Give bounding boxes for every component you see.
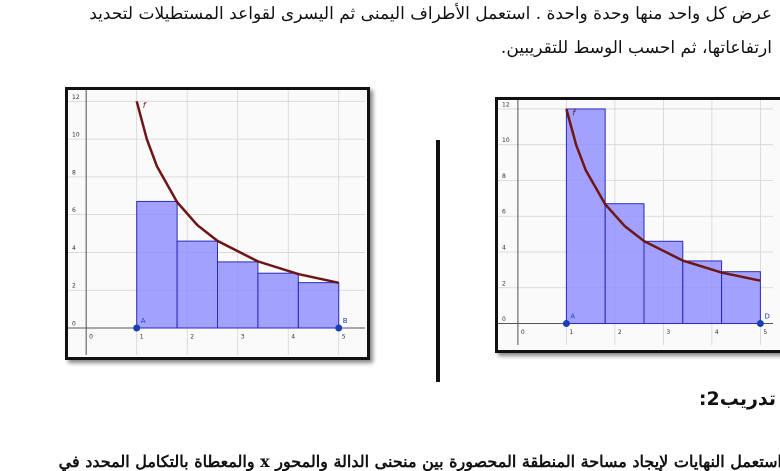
point: [756, 320, 764, 328]
point-label: B: [343, 317, 348, 325]
y-tick-label: 6: [72, 207, 76, 214]
y-tick-label: 0: [502, 316, 506, 323]
rectangle: [565, 108, 606, 325]
y-tick-label: 12: [502, 101, 510, 108]
rectangle: [297, 282, 340, 329]
y-tick-label: 10: [72, 132, 80, 139]
x-tick-label: 1: [140, 333, 144, 340]
x-tick-label: 5: [763, 329, 767, 336]
divider: [436, 140, 440, 382]
x-tick-label: 5: [342, 333, 346, 340]
rectangle: [604, 203, 645, 325]
x-tick-label: 1: [569, 329, 573, 336]
heading: تدريب2:: [698, 388, 776, 410]
point: [335, 324, 343, 332]
y-tick-label: 12: [72, 94, 80, 101]
rectangle: [136, 200, 178, 329]
point-label: A: [141, 317, 146, 325]
y-tick-label: 2: [502, 280, 506, 287]
curve: [565, 108, 761, 282]
rectangle: [257, 272, 299, 329]
x-tick-label: 0: [521, 329, 525, 336]
x-tick-label: 4: [291, 333, 295, 340]
x-tick-label: 0: [89, 333, 93, 340]
curve: [135, 100, 339, 285]
point: [133, 324, 141, 332]
point-label: D: [764, 313, 769, 321]
paragraph-line: استعمل النهايات لإيجاد مساحة المنطقة الم…: [58, 452, 780, 471]
rectangle: [176, 240, 219, 329]
x-tick-label: 3: [241, 333, 245, 340]
y-tick-label: 8: [72, 169, 76, 176]
x-tick-label: 4: [715, 329, 719, 336]
y-tick-label: 8: [502, 173, 506, 180]
y-tick-label: 0: [72, 320, 76, 327]
x-tick-label: 3: [666, 329, 670, 336]
point-label: A: [570, 313, 575, 321]
curve-label: f: [572, 108, 576, 117]
y-tick-label: 2: [72, 283, 76, 290]
x-tick-label: 2: [190, 333, 194, 340]
paragraph-line: عرض كل واحد منها وحدة واحدة . استعمل الأ…: [89, 4, 772, 24]
curve-label: f: [143, 101, 147, 110]
y-tick-label: 4: [502, 245, 506, 252]
x-tick-label: 2: [618, 329, 622, 336]
rectangle: [643, 240, 684, 325]
y-tick-label: 10: [502, 137, 510, 144]
paragraph-line: ارتفاعاتها، ثم احسب الوسط للتقريبين.: [500, 38, 772, 58]
y-tick-label: 4: [72, 245, 76, 252]
rectangle: [217, 261, 259, 329]
y-tick-label: 6: [502, 209, 506, 216]
point: [562, 320, 570, 328]
